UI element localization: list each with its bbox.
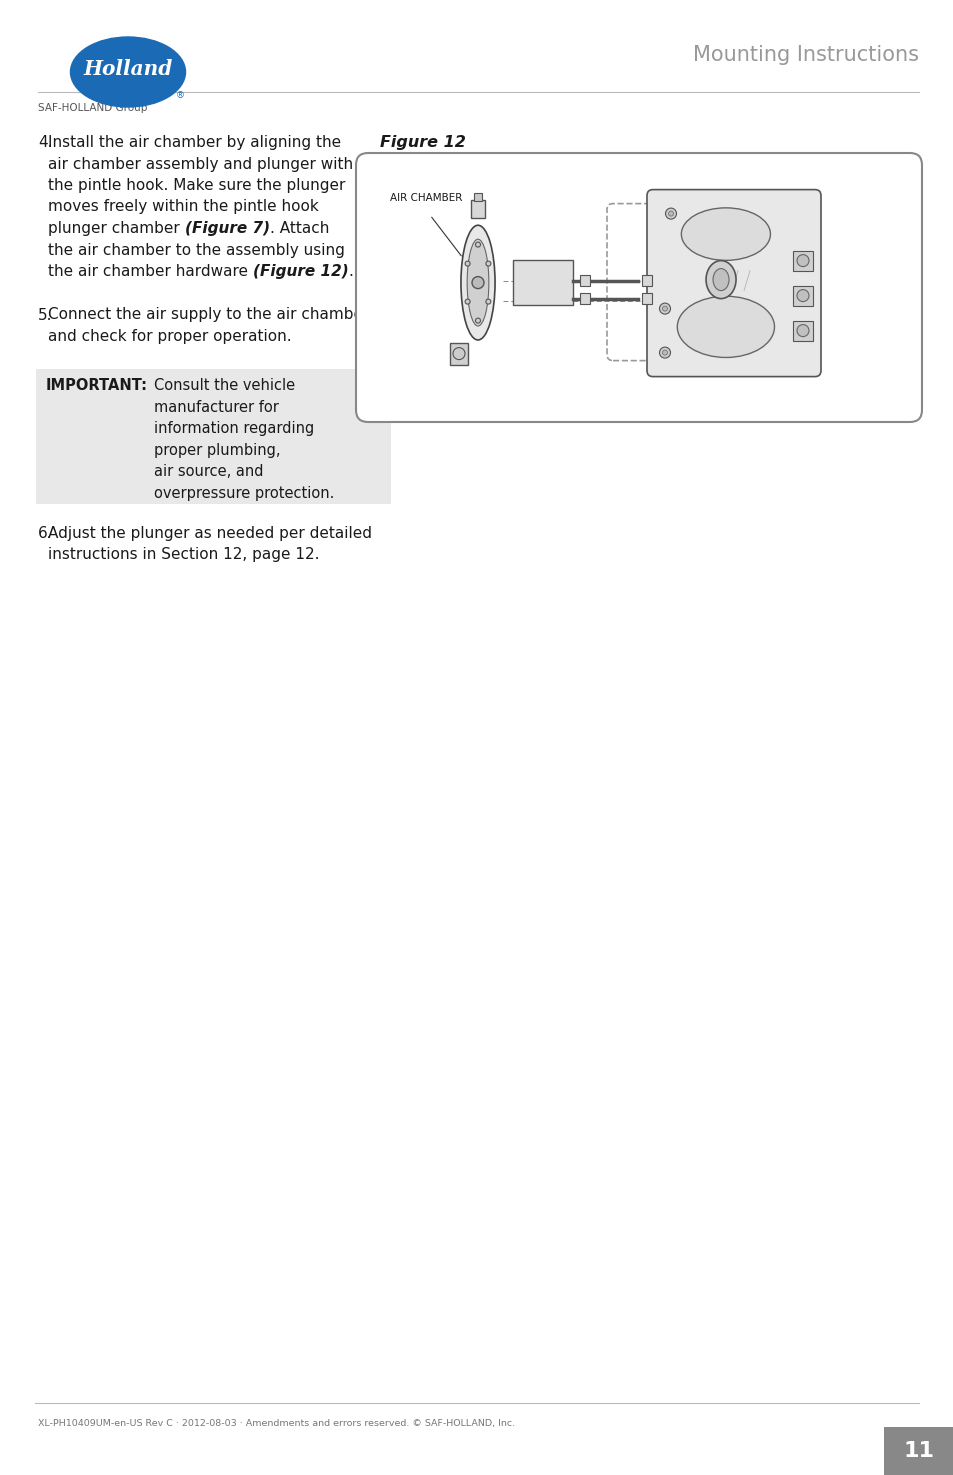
Text: 6.: 6. bbox=[38, 525, 52, 540]
Bar bbox=[579, 294, 589, 304]
Ellipse shape bbox=[472, 277, 483, 289]
Text: AIR CHAMBER: AIR CHAMBER bbox=[390, 193, 462, 204]
Text: Holland: Holland bbox=[83, 59, 172, 80]
Text: air chamber assembly and plunger with: air chamber assembly and plunger with bbox=[48, 156, 353, 171]
Ellipse shape bbox=[705, 261, 736, 298]
Text: XL-PH10409UM-en-US Rev C · 2012-08-03 · Amendments and errors reserved. © SAF-HO: XL-PH10409UM-en-US Rev C · 2012-08-03 · … bbox=[38, 1419, 515, 1428]
Bar bbox=[792, 320, 812, 341]
Text: IMPORTANT:: IMPORTANT: bbox=[46, 379, 148, 394]
Text: (Figure 12): (Figure 12) bbox=[253, 264, 348, 279]
Text: 5.: 5. bbox=[38, 307, 52, 323]
Bar bbox=[883, 1426, 953, 1475]
Text: overpressure protection.: overpressure protection. bbox=[153, 485, 334, 502]
FancyBboxPatch shape bbox=[355, 153, 921, 422]
Circle shape bbox=[485, 299, 491, 304]
Text: air source, and: air source, and bbox=[153, 465, 263, 479]
Ellipse shape bbox=[677, 296, 774, 357]
Text: (Figure 7): (Figure 7) bbox=[185, 221, 270, 236]
Text: the air chamber to the assembly using: the air chamber to the assembly using bbox=[48, 242, 345, 258]
Ellipse shape bbox=[460, 226, 495, 339]
Bar bbox=[641, 276, 651, 286]
Text: .: . bbox=[348, 264, 354, 279]
Bar bbox=[471, 199, 484, 218]
Circle shape bbox=[453, 348, 464, 360]
Circle shape bbox=[485, 261, 491, 266]
Circle shape bbox=[465, 261, 470, 266]
Circle shape bbox=[668, 211, 673, 217]
Ellipse shape bbox=[712, 268, 728, 291]
Text: Mounting Instructions: Mounting Instructions bbox=[692, 46, 918, 65]
Circle shape bbox=[465, 299, 470, 304]
Bar bbox=[641, 294, 651, 304]
Text: . Attach: . Attach bbox=[270, 221, 329, 236]
Circle shape bbox=[659, 347, 670, 358]
Circle shape bbox=[661, 350, 667, 355]
Text: the air chamber hardware: the air chamber hardware bbox=[48, 264, 253, 279]
Circle shape bbox=[796, 255, 808, 267]
Circle shape bbox=[475, 242, 480, 248]
Text: information regarding: information regarding bbox=[153, 422, 314, 437]
Ellipse shape bbox=[467, 239, 488, 326]
Circle shape bbox=[796, 324, 808, 336]
Bar bbox=[474, 193, 481, 201]
Text: SAF-HOLLAND Group: SAF-HOLLAND Group bbox=[38, 103, 147, 114]
Ellipse shape bbox=[680, 208, 770, 261]
Text: manufacturer for: manufacturer for bbox=[153, 400, 278, 414]
Bar bbox=[579, 276, 589, 286]
Circle shape bbox=[475, 319, 480, 323]
FancyBboxPatch shape bbox=[646, 190, 821, 376]
Bar bbox=[513, 260, 573, 305]
Text: Connect the air supply to the air chamber: Connect the air supply to the air chambe… bbox=[48, 307, 369, 323]
Text: Consult the vehicle: Consult the vehicle bbox=[153, 379, 294, 394]
Bar bbox=[450, 342, 468, 364]
Text: Install the air chamber by aligning the: Install the air chamber by aligning the bbox=[48, 136, 341, 150]
Bar bbox=[792, 286, 812, 305]
Circle shape bbox=[796, 289, 808, 301]
Text: plunger chamber: plunger chamber bbox=[48, 221, 185, 236]
Circle shape bbox=[665, 208, 676, 220]
Circle shape bbox=[661, 307, 667, 311]
Text: 11: 11 bbox=[902, 1441, 934, 1462]
Text: 4.: 4. bbox=[38, 136, 52, 150]
Text: instructions in Section 12, page 12.: instructions in Section 12, page 12. bbox=[48, 547, 319, 562]
Text: moves freely within the pintle hook: moves freely within the pintle hook bbox=[48, 199, 318, 214]
Text: proper plumbing,: proper plumbing, bbox=[153, 442, 280, 459]
Bar bbox=[792, 251, 812, 270]
Circle shape bbox=[659, 302, 670, 314]
Ellipse shape bbox=[71, 37, 185, 108]
Text: Figure 12: Figure 12 bbox=[379, 136, 465, 150]
Text: and check for proper operation.: and check for proper operation. bbox=[48, 329, 292, 344]
Text: Adjust the plunger as needed per detailed: Adjust the plunger as needed per detaile… bbox=[48, 525, 372, 540]
Bar bbox=[36, 369, 391, 503]
Text: ®: ® bbox=[175, 91, 184, 100]
Text: the pintle hook. Make sure the plunger: the pintle hook. Make sure the plunger bbox=[48, 178, 345, 193]
